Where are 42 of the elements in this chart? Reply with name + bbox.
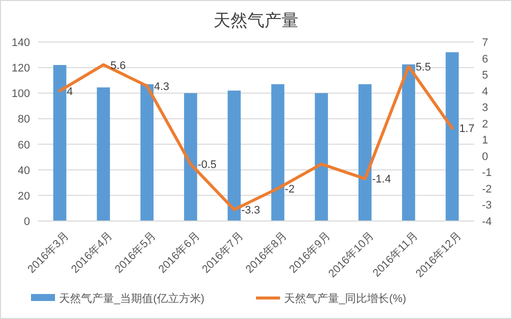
y2-tick-label: 7: [482, 37, 488, 49]
data-label: -0.5: [198, 159, 217, 172]
y-tick-label: 80: [18, 114, 30, 126]
y-tick-label: 140: [12, 37, 30, 49]
bar: [271, 84, 284, 221]
data-label: -3.3: [241, 204, 260, 217]
data-label: 4: [66, 86, 73, 98]
y2-tick-label: -4: [482, 216, 492, 228]
legend-label: 天然气产量_同比增长(%): [284, 292, 406, 305]
y2-tick-label: 2: [482, 118, 488, 130]
y-tick-label: 0: [24, 216, 30, 228]
y2-tick-label: 5: [482, 70, 488, 82]
bar: [140, 84, 154, 221]
data-label: 4.3: [154, 80, 170, 93]
chart-title: 天然气产量: [214, 11, 298, 30]
bar: [402, 64, 416, 221]
y2-tick-label: -2: [482, 183, 492, 196]
data-label: -1.4: [372, 174, 391, 186]
data-label: 5.6: [110, 60, 126, 72]
bar: [314, 93, 328, 221]
y-tick-label: 60: [18, 139, 30, 152]
y2-tick-label: 0: [482, 150, 488, 163]
y2-tick-label: 6: [482, 53, 488, 66]
data-label: 5.5: [416, 61, 431, 74]
bar: [184, 93, 198, 221]
y2-tick-label: -3: [482, 200, 492, 212]
bar: [228, 90, 241, 221]
y-tick-label: 40: [18, 164, 30, 177]
legend-label: 天然气产量_当期值(亿立方米): [59, 292, 204, 305]
bar: [358, 84, 372, 221]
y-tick-label: 120: [12, 62, 30, 75]
bar: [446, 52, 459, 221]
y2-tick-label: 1: [482, 134, 488, 147]
y-tick-label: 20: [18, 190, 30, 202]
bar: [53, 65, 66, 221]
bar: [96, 87, 110, 221]
y2-tick-label: 3: [482, 102, 488, 114]
y-tick-label: 100: [12, 88, 30, 100]
y2-tick-label: -1: [482, 167, 492, 180]
data-label: 1.7: [459, 123, 474, 136]
data-label: -2: [284, 183, 295, 196]
y2-tick-label: 4: [482, 86, 488, 98]
